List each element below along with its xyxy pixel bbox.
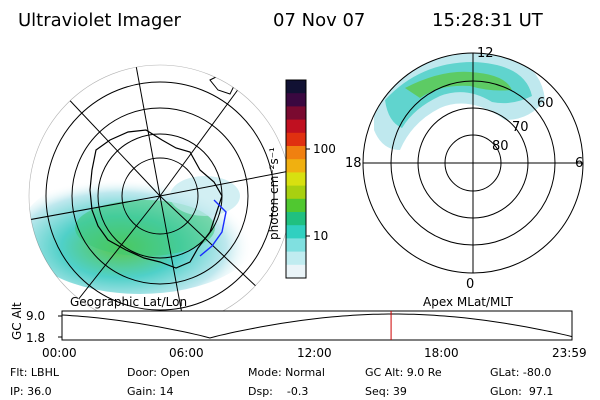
colorbar-segment xyxy=(286,159,306,173)
colorbar-label-100: 100 xyxy=(313,142,336,156)
apex-map xyxy=(374,53,545,150)
mlt-label-0: 0 xyxy=(466,277,475,292)
colorbar-segment xyxy=(286,185,306,200)
mlt-label-18: 18 xyxy=(345,156,362,171)
status-dsp: Dsp: -0.3 xyxy=(248,385,309,398)
status-glat: GLat: -80.0 xyxy=(490,366,552,379)
colorbar-segment xyxy=(286,198,306,213)
mlt-label-12: 12 xyxy=(477,46,494,61)
colorbar-segment xyxy=(286,106,306,121)
colorbar-segment xyxy=(286,93,306,107)
colorbar-label-10: 10 xyxy=(313,229,329,243)
lat-label-80: 80 xyxy=(492,139,509,154)
colorbar-segment xyxy=(286,225,306,239)
x-tick-1800: 18:00 xyxy=(424,346,459,360)
altitude-plot-frame xyxy=(61,310,573,341)
lat-label-60: 60 xyxy=(537,96,554,111)
colorbar xyxy=(285,79,307,279)
altitude-curve xyxy=(61,313,573,339)
instrument-title: Ultraviolet Imager xyxy=(18,10,181,31)
status-glon: GLon: 97.1 xyxy=(490,385,554,398)
x-tick-1200: 12:00 xyxy=(297,346,332,360)
status-gain: Gain: 14 xyxy=(127,385,174,398)
status-door: Door: Open xyxy=(127,366,190,379)
colorbar-segment xyxy=(286,251,306,266)
status-ip: IP: 36.0 xyxy=(10,385,52,398)
date-label: 07 Nov 07 xyxy=(273,10,366,31)
lat-label-70: 70 xyxy=(512,120,529,135)
status-filter: Flt: LBHL xyxy=(10,366,59,379)
colorbar-segment xyxy=(286,212,306,226)
x-tick-2359: 23:59 xyxy=(552,346,587,360)
colorbar-segment xyxy=(286,264,306,279)
altitude-axis-label: GC Alt xyxy=(10,302,24,340)
status-mode: Mode: Normal xyxy=(248,366,325,379)
mlt-label-6: 6 xyxy=(575,156,584,171)
altitude-tick-high: 9.0 xyxy=(26,309,46,323)
colorbar-segment xyxy=(286,132,306,147)
status-seq: Seq: 39 xyxy=(365,385,407,398)
colorbar-segment xyxy=(286,119,306,134)
x-tick-0000: 00:00 xyxy=(42,346,77,360)
geographic-map xyxy=(29,65,291,327)
geo-map-title: Geographic Lat/Lon xyxy=(70,295,188,309)
colorbar-segment xyxy=(286,238,306,253)
time-label: 15:28:31 UT xyxy=(432,10,543,31)
status-gc-alt: GC Alt: 9.0 Re xyxy=(365,366,442,379)
colorbar-unit-label: photon cm⁻²s⁻¹ xyxy=(267,147,281,240)
colorbar-segment xyxy=(286,80,306,94)
colorbar-segment xyxy=(286,146,306,160)
altitude-tick-low: 1.8 xyxy=(26,331,46,345)
geo-coastline xyxy=(89,129,223,269)
colorbar-segment xyxy=(286,172,306,187)
x-tick-0600: 06:00 xyxy=(169,346,204,360)
apex-map-title: Apex MLat/MLT xyxy=(423,295,513,309)
